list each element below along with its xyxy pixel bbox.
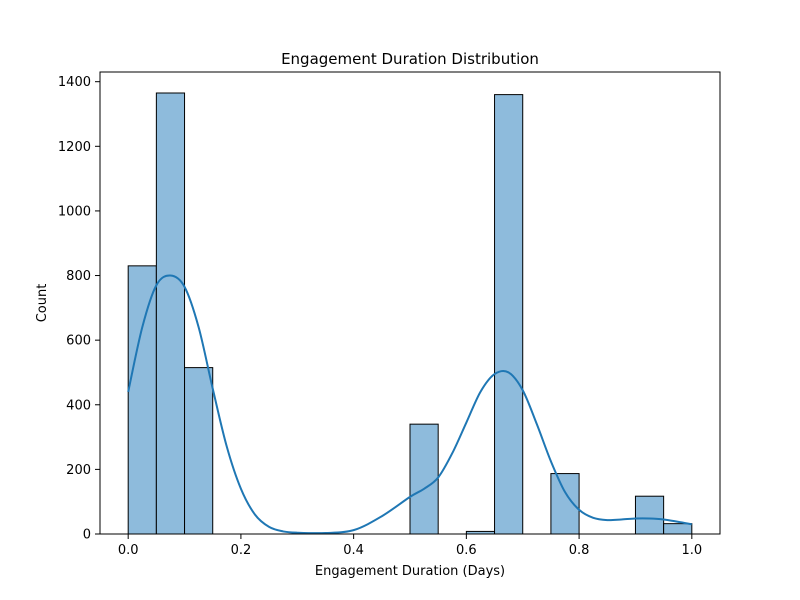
histogram-bar [155, 92, 186, 535]
histogram-bars [127, 92, 693, 535]
x-tick-label: 0.8 [569, 543, 590, 558]
x-tick-label: 0.2 [231, 543, 252, 558]
y-tick-label: 800 [66, 269, 91, 284]
y-tick-label: 1000 [58, 204, 91, 219]
plot-frame [99, 71, 721, 535]
histogram-bar [634, 495, 665, 535]
kde-curve [127, 274, 693, 535]
histogram-bar [494, 94, 524, 535]
y-axis-label: Count [35, 284, 50, 323]
x-axis-label: Engagement Duration (Days) [315, 564, 505, 579]
y-tick-label: 600 [66, 334, 91, 349]
histogram-bar [184, 367, 214, 535]
y-tick-label: 1400 [58, 75, 91, 90]
x-tick-label: 0.0 [118, 543, 139, 558]
histogram-bar [663, 523, 693, 535]
histogram-bar [127, 265, 157, 535]
y-axis-ticks: 0 200 400 600 800 1000 1200 1400 [58, 75, 100, 543]
y-tick-label: 1200 [58, 140, 91, 155]
y-tick-label: 400 [66, 398, 91, 413]
histogram-bar [550, 473, 580, 535]
x-tick-label: 1.0 [681, 543, 702, 558]
chart-title: Engagement Duration Distribution [281, 50, 539, 68]
histogram-bar [409, 423, 439, 535]
x-tick-label: 0.6 [456, 543, 477, 558]
x-tick-label: 0.4 [343, 543, 364, 558]
y-tick-label: 0 [83, 528, 91, 543]
y-tick-label: 200 [66, 463, 91, 478]
x-axis-ticks: 0.0 0.2 0.4 0.6 0.8 1.0 [118, 534, 702, 558]
